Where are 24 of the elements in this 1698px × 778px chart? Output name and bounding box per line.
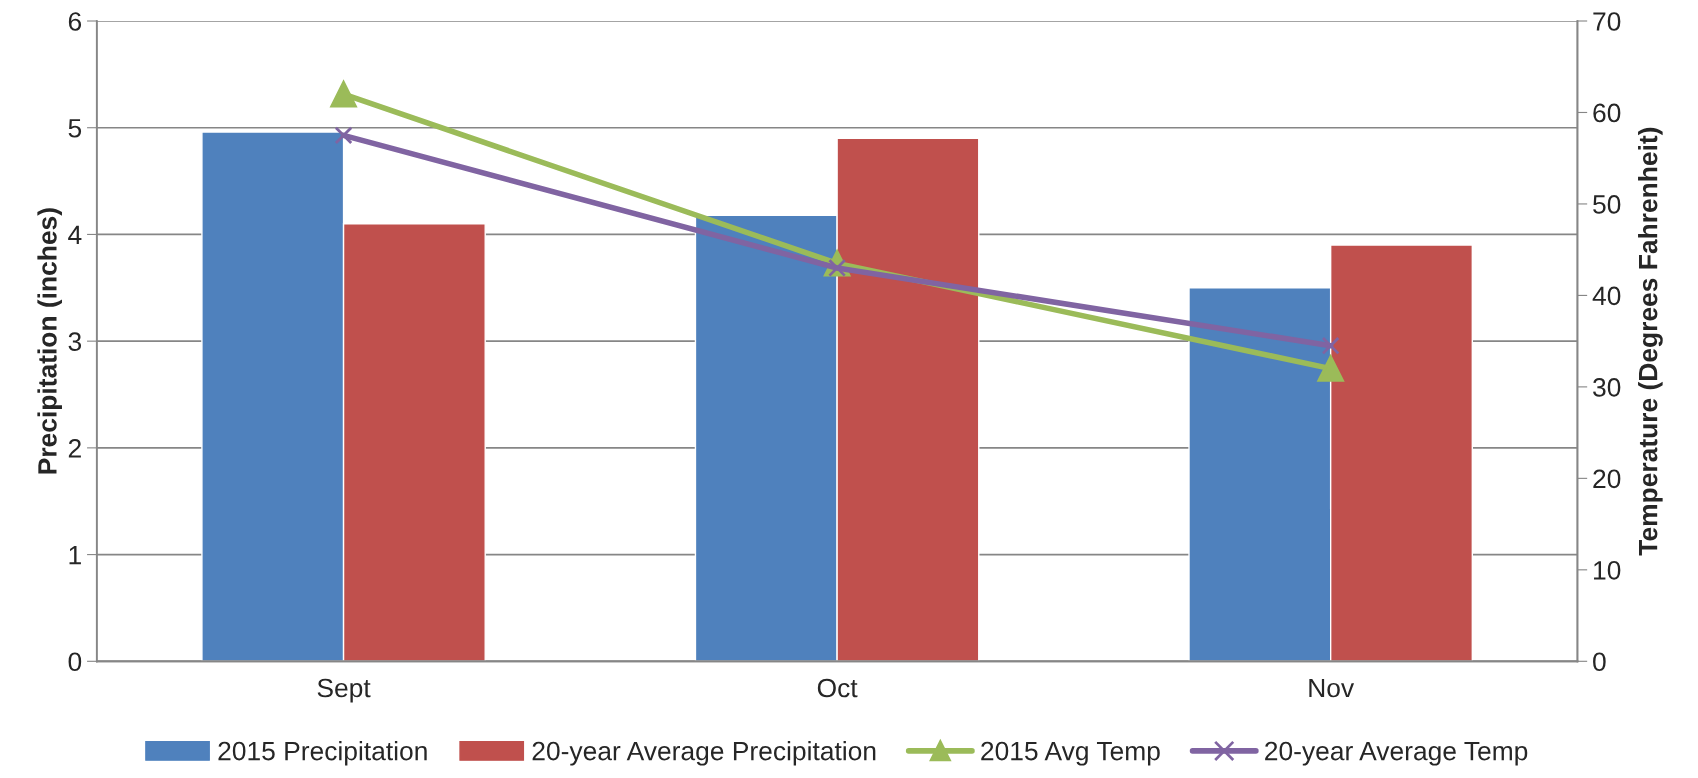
legend-label: 2015 Avg Temp	[981, 741, 1160, 766]
y2-tick-label: 20	[1593, 469, 1621, 489]
y-tick-label: 5	[68, 119, 82, 138]
x-tick-label: Sept	[317, 678, 371, 703]
x-tick-label: Nov	[1309, 678, 1355, 698]
y2-tick-label: 60	[1593, 103, 1621, 123]
y-tick-label: 6	[68, 12, 82, 31]
y2-tick-label: 70	[1593, 12, 1621, 31]
y-tick-label: 4	[68, 225, 82, 244]
y2-tick-label: 40	[1592, 286, 1621, 306]
y2-axis-title: Temperature (Degrees Fahrenheit)	[1638, 127, 1663, 556]
y-tick-label: 0	[68, 652, 82, 672]
y-tick-label: 2	[68, 439, 81, 458]
y2-tick-label: 0	[1593, 652, 1606, 672]
y2-tick-label: 10	[1594, 560, 1621, 580]
x-tick-label: Oct	[817, 678, 858, 698]
y2-tick-label: 50	[1593, 195, 1621, 214]
legend-label: 2015 Precipitation	[218, 741, 427, 766]
legend-label: 20-year Average Precipitation	[532, 741, 876, 766]
y2-tick-label: 30	[1593, 378, 1621, 397]
y-tick-label: 1	[69, 545, 81, 565]
legend-label: 20-year Average Temp	[1265, 741, 1528, 766]
y-tick-label: 3	[68, 332, 82, 351]
y-axis-title: Precipitation (inches)	[37, 208, 62, 474]
